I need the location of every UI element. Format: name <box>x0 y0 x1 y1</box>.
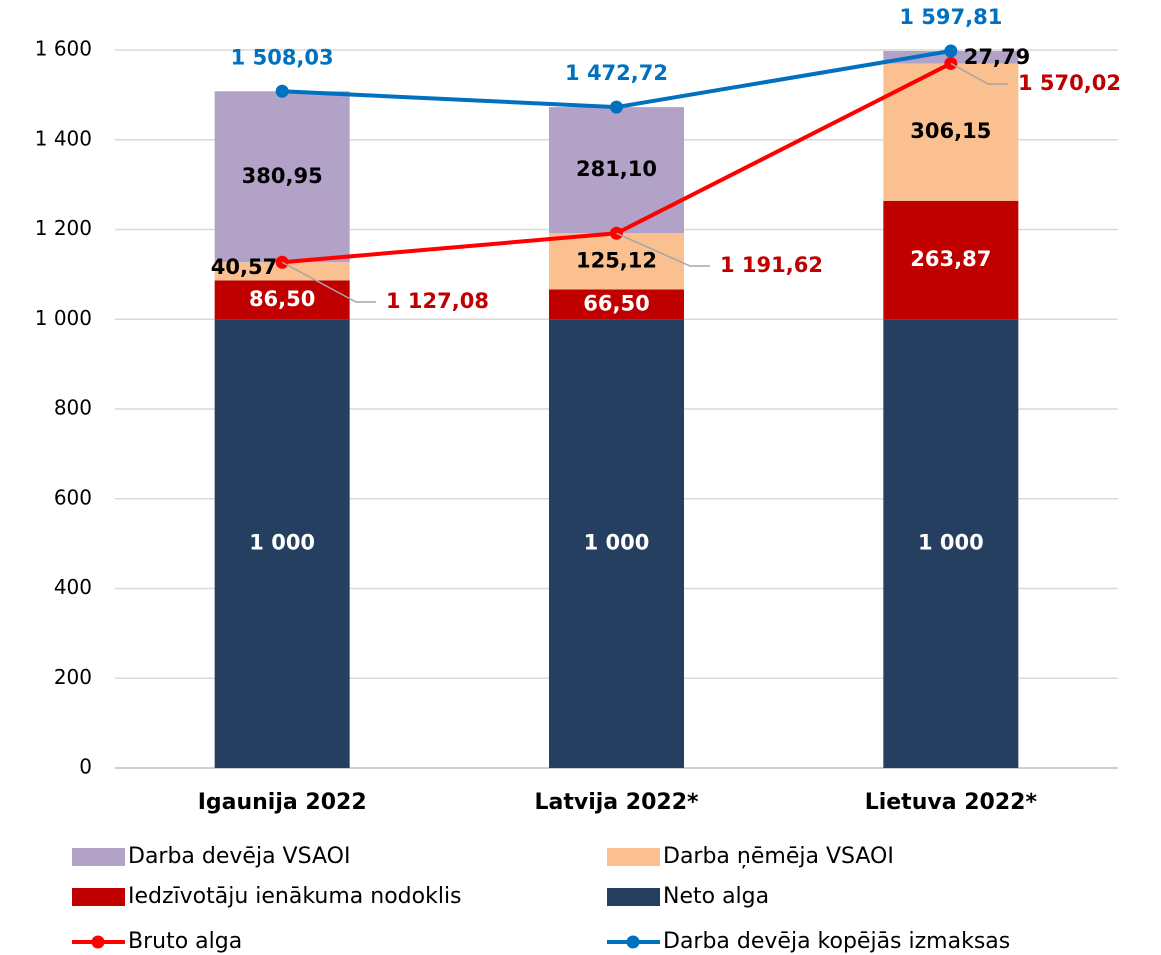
bar-segment <box>214 262 350 281</box>
data-label: 1 191,62 <box>720 253 823 277</box>
bar-segment <box>549 289 684 320</box>
data-label: 1 508,03 <box>231 45 334 69</box>
leader-line <box>281 261 376 303</box>
x-tick-label: Igaunija 2022 <box>198 790 367 815</box>
data-label: 1 472,72 <box>565 61 668 85</box>
y-tick-label: 400 <box>54 575 92 599</box>
line-marker <box>944 56 958 70</box>
data-label: 380,95 <box>242 164 323 188</box>
y-tick-label: 800 <box>54 396 92 420</box>
y-tick-label: 1 000 <box>35 306 92 330</box>
y-tick-label: 0 <box>79 755 92 779</box>
data-label: 1 000 <box>249 531 315 555</box>
legend-swatch <box>626 935 640 949</box>
line-marker <box>275 84 289 98</box>
legend-label: Darba devēja kopējās izmaksas <box>663 929 1010 954</box>
leader-line <box>616 232 710 267</box>
data-label: 1 127,08 <box>386 289 489 313</box>
bar-segment <box>214 91 350 263</box>
data-label: 40,57 <box>211 255 277 279</box>
bar-segment <box>549 233 684 290</box>
legend-swatch <box>607 888 660 906</box>
legend-swatch <box>607 848 660 866</box>
legend-swatch <box>91 935 105 949</box>
data-label: 281,10 <box>576 157 657 181</box>
line-marker <box>610 100 623 114</box>
y-tick-label: 1 400 <box>35 126 92 150</box>
data-label: 1 000 <box>584 531 650 555</box>
legend-label: Bruto alga <box>128 929 242 954</box>
data-label: 86,50 <box>249 287 315 311</box>
data-label: 306,15 <box>910 119 991 143</box>
legend-label: Darba ņēmēja VSAOI <box>663 844 894 869</box>
x-tick-label: Lietuva 2022* <box>865 790 1038 815</box>
data-label: 27,79 <box>964 45 1030 69</box>
data-label: 1 000 <box>918 531 984 555</box>
legend-swatch <box>72 888 125 906</box>
y-tick-label: 200 <box>54 665 92 689</box>
legend-swatch <box>72 848 125 866</box>
data-label: 263,87 <box>910 247 991 271</box>
data-label: 1 597,81 <box>899 5 1002 29</box>
y-tick-label: 1 200 <box>35 216 92 240</box>
data-label: 125,12 <box>576 248 657 272</box>
bar-segment <box>883 319 1019 768</box>
leader-line <box>950 62 1008 85</box>
legend-label: Neto alga <box>663 884 769 909</box>
y-tick-label: 1 600 <box>35 37 92 61</box>
data-label: 66,50 <box>583 291 649 315</box>
legend-label: Darba devēja VSAOI <box>128 844 350 869</box>
x-tick-label: Latvija 2022* <box>534 790 699 815</box>
line-marker <box>944 44 958 58</box>
bar-segment <box>549 319 684 768</box>
y-tick-label: 600 <box>54 485 92 509</box>
data-label: 1 570,02 <box>1018 71 1121 95</box>
bar-segment <box>883 200 1019 320</box>
bar-segment <box>214 319 350 768</box>
legend-label: Iedzīvotāju ienākuma nodoklis <box>128 884 462 909</box>
